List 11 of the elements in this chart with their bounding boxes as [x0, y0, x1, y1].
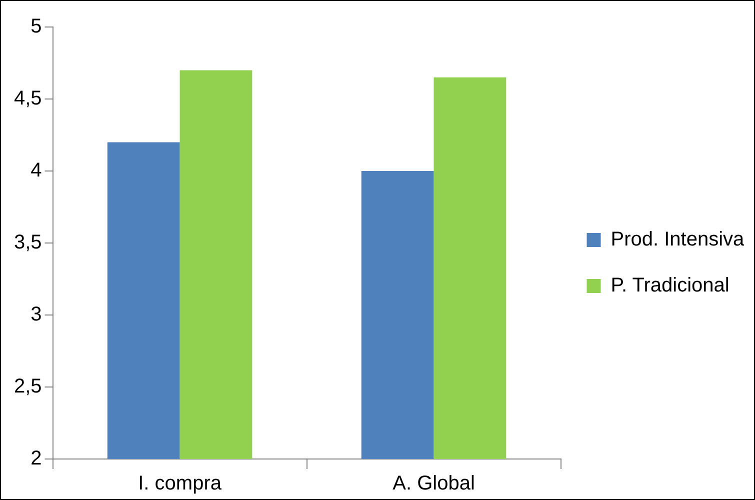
y-tick-label: 4: [30, 160, 42, 182]
y-tick-label: 2,5: [14, 376, 42, 398]
legend-label: P. Tradicional: [610, 274, 730, 297]
y-tick-label: 3: [30, 304, 42, 326]
y-tick-label: 5: [30, 16, 42, 38]
y-tick-label: 3,5: [14, 232, 42, 254]
legend-label: Prod. Intensiva: [610, 228, 746, 251]
x-tick-label: I. compra: [138, 472, 222, 495]
x-tick-label: A. Global: [392, 472, 475, 495]
y-tick-label: 4,5: [14, 88, 42, 110]
y-tick-label: 2: [30, 448, 42, 470]
